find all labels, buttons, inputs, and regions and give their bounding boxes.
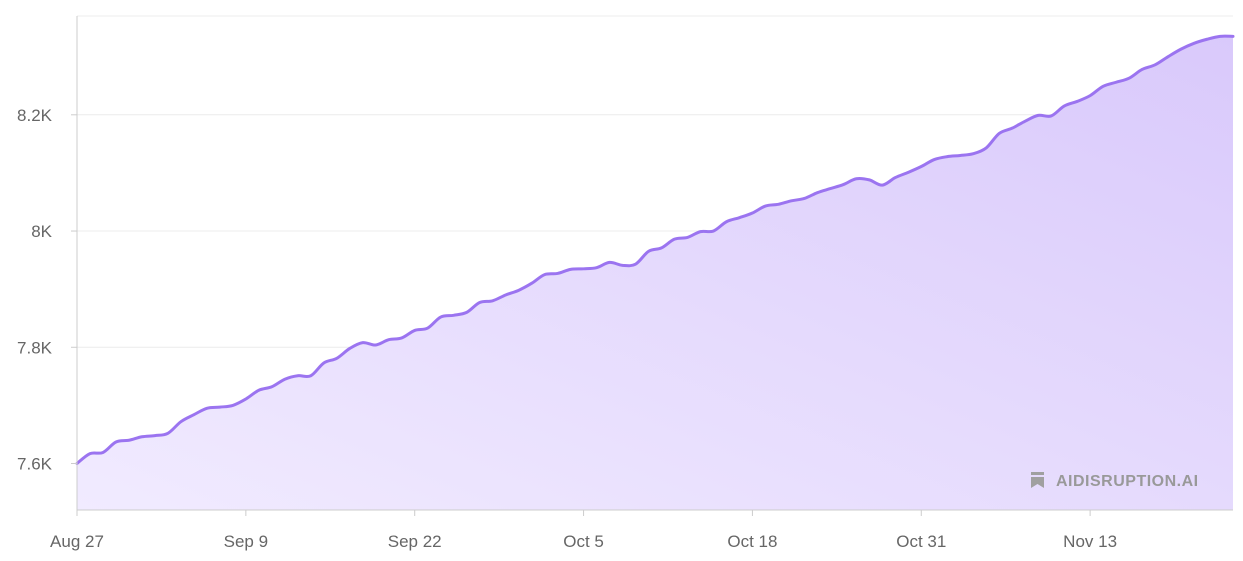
x-tick-labels: Aug 27 Sep 9 Sep 22 Oct 5 Oct 18 Oct 31 Nov 13 xyxy=(50,510,1117,551)
bookmark-icon xyxy=(1031,472,1044,488)
x-tick-label: Oct 5 xyxy=(563,532,604,551)
y-tick-label: 7.6K xyxy=(17,455,53,474)
x-tick-label: Sep 9 xyxy=(224,532,268,551)
y-tick-labels: 7.6K 7.8K 8K 8.2K xyxy=(17,106,77,474)
watermark: AIDISRUPTION.AI xyxy=(1031,472,1199,490)
y-tick-label: 8K xyxy=(31,222,52,241)
x-tick-label: Oct 31 xyxy=(896,532,946,551)
watermark-text: AIDISRUPTION.AI xyxy=(1056,473,1199,490)
x-tick-label: Aug 27 xyxy=(50,532,104,551)
x-tick-label: Nov 13 xyxy=(1063,532,1117,551)
x-tick-label: Sep 22 xyxy=(388,532,442,551)
axes xyxy=(76,16,1233,511)
y-tick-label: 7.8K xyxy=(17,338,53,357)
series-area xyxy=(77,36,1233,510)
y-tick-label: 8.2K xyxy=(17,106,53,125)
series-line xyxy=(75,34,1235,466)
x-tick-label: Oct 18 xyxy=(727,532,777,551)
